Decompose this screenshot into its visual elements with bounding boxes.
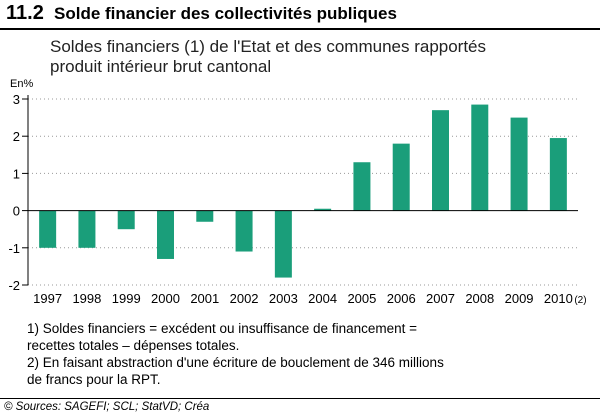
x-tick-label: 1998	[72, 291, 101, 306]
bar-chart: 3 2 1 0 -1 -2 1997 1998 1999 2000 2001 2002 2003 2004…	[8, 92, 586, 306]
footer-rule	[0, 398, 600, 399]
bar-2006	[392, 143, 410, 211]
footnote-2-line-1: 2) En faisant abstraction d'une écriture…	[27, 355, 444, 370]
y-tick-label: -1	[8, 241, 20, 256]
header: 11.2 Solde financier des collectivités p…	[0, 0, 600, 30]
x-tick-label: 2005	[347, 291, 376, 306]
bar-2002	[235, 210, 253, 252]
x-tick-label: 2001	[190, 291, 219, 306]
x-tick-label: 2007	[426, 291, 455, 306]
footnote-2-line-2: de francs pour la RPT.	[27, 372, 161, 387]
x-tick-footnote-marker: (2)	[574, 295, 586, 306]
bar-1997	[39, 210, 57, 248]
chart-subtitle: Soldes financiers (1) de l'Etat et des c…	[50, 37, 595, 77]
bar-2009	[510, 117, 528, 211]
footnote-1-line-1: 1) Soldes financiers = excédent ou insuf…	[27, 321, 417, 336]
x-tick-label: 2009	[505, 291, 534, 306]
bar-2010	[549, 138, 567, 211]
section-number: 11.2	[6, 2, 44, 24]
footnotes: 1) Soldes financiers = excédent ou insuf…	[27, 320, 587, 388]
bar-1998	[78, 210, 96, 248]
section-title: Solde financier des collectivités publiq…	[54, 4, 397, 23]
y-axis-unit-label: En%	[10, 78, 34, 90]
bar-2008	[471, 104, 489, 211]
y-tick-label: 1	[13, 166, 20, 181]
y-tick-label: 0	[13, 204, 20, 219]
y-tick-label: -2	[8, 278, 20, 293]
x-tick-label: 2006	[387, 291, 416, 306]
bar-2003	[274, 210, 292, 278]
x-tick-label: 1997	[33, 291, 62, 306]
bar-2001	[196, 210, 214, 222]
header-rule	[0, 28, 600, 30]
x-tick-label: 2000	[151, 291, 180, 306]
bar-2005	[353, 162, 371, 211]
y-tick-label: 3	[13, 92, 20, 107]
bar-2000	[157, 210, 174, 259]
footnote-1-line-2: recettes totales – dépenses totales.	[27, 338, 240, 353]
y-tick-label: 2	[13, 129, 20, 144]
x-tick-label: 1999	[112, 291, 141, 306]
subtitle-line-1: Soldes financiers (1) de l'Etat et des c…	[50, 37, 487, 56]
x-tick-label: 2010	[544, 291, 573, 306]
bar-2007	[432, 110, 449, 211]
bar-1999	[117, 210, 135, 230]
subtitle-line-2: produit intérieur brut cantonal	[50, 57, 272, 76]
source-credit: © Sources: SAGEFI; SCL; StatVD; Créa	[4, 401, 210, 413]
x-tick-label: 2002	[230, 291, 259, 306]
x-tick-label: 2003	[269, 291, 298, 306]
bar-2004	[314, 208, 332, 211]
x-tick-label: 2004	[308, 291, 337, 306]
x-tick-label: 2008	[465, 291, 494, 306]
